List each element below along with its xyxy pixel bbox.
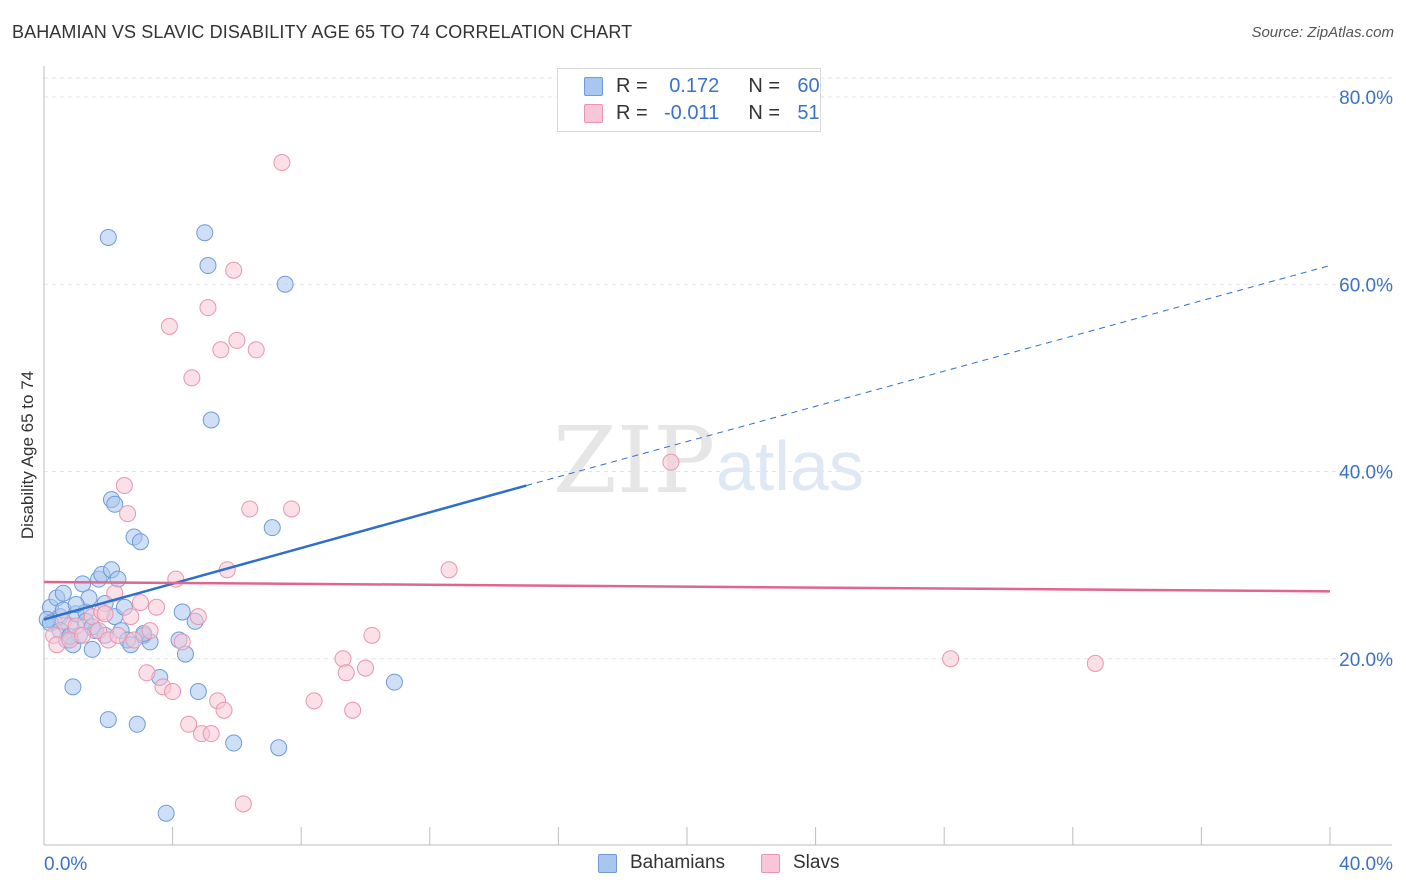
bahamians-point (189, 683, 207, 701)
legend-stats-slavs: R = -0.011 N = 51 (616, 102, 820, 125)
watermark-atlas: atlas (716, 427, 864, 505)
bottom-legend-label: Bahamians (630, 852, 726, 873)
x-tick-label-max: 40.0% (1339, 854, 1393, 875)
slavs-point (106, 584, 124, 602)
n-label: N = (748, 75, 781, 97)
slavs-point (225, 261, 243, 279)
bahamians-point (99, 711, 117, 729)
bahamians-point (83, 640, 101, 658)
slavs-point (440, 561, 458, 579)
slavs-point (148, 598, 166, 616)
slavs-point (662, 453, 680, 471)
watermark-zip: ZIP (553, 407, 715, 514)
bahamians-point (99, 228, 117, 246)
bahamians-point (173, 603, 191, 621)
slavs-point (115, 477, 133, 495)
watermark: ZIP atlas (553, 407, 864, 514)
bahamians-trend-line (43, 484, 527, 621)
r-label: R = (616, 75, 648, 97)
slavs-point (180, 715, 198, 733)
slavs-point (247, 341, 265, 359)
r-value: -0.011 (664, 102, 720, 124)
slavs-point (215, 701, 233, 719)
slavs-point (160, 317, 178, 335)
axes (43, 66, 1392, 846)
legend-swatch-slavs (584, 104, 603, 123)
bahamians-point (202, 411, 220, 429)
slavs-point (344, 701, 362, 719)
r-label: R = (616, 102, 648, 124)
source-credit: Source: ZipAtlas.com (1251, 24, 1394, 41)
slavs-point (212, 341, 230, 359)
data-points (38, 154, 1104, 822)
slavs-point (1086, 654, 1104, 672)
slavs-point (273, 154, 291, 172)
slavs-point (96, 605, 114, 623)
bahamians-point (64, 678, 82, 696)
x-tick-label-min: 0.0% (44, 854, 87, 875)
y-tick-label: 40.0% (1339, 463, 1393, 484)
slavs-point (119, 505, 137, 523)
slavs-point (125, 631, 143, 649)
y-tick-label: 80.0% (1339, 88, 1393, 109)
bahamians-point (276, 275, 294, 293)
bahamians-point (385, 673, 403, 691)
y-tick-label: 60.0% (1339, 275, 1393, 296)
slavs-point (234, 795, 252, 813)
stats-legend: R = 0.172 N = 60 R = -0.011 N = 51 (557, 68, 821, 132)
n-value: 51 (797, 102, 820, 124)
grid-lines (44, 77, 1392, 660)
bahamians-point (54, 584, 72, 602)
slavs-point (202, 725, 220, 743)
n-value: 60 (797, 75, 820, 97)
trend-lines (43, 265, 1331, 621)
bahamians-point (225, 734, 243, 752)
bahamians-point (106, 495, 124, 513)
bahamians-point (199, 257, 217, 275)
bahamians-point (270, 739, 288, 757)
slavs-point (189, 608, 207, 626)
bahamians-point (196, 224, 214, 242)
bahamians-point (131, 533, 149, 551)
chart-title: BAHAMIAN VS SLAVIC DISABILITY AGE 65 TO … (12, 22, 633, 42)
slavs-point (122, 608, 140, 626)
legend-swatch-bahamians (584, 77, 603, 96)
slavs-point (942, 650, 960, 668)
bahamians-point (109, 570, 127, 588)
n-label: N = (748, 102, 781, 124)
slavs-point (334, 650, 352, 668)
bahamians-trend-extension (526, 265, 1331, 487)
slavs-point (173, 633, 191, 651)
slavs-point (363, 626, 381, 644)
slavs-point (131, 594, 149, 612)
slavs-point (164, 683, 182, 701)
bahamians-point (74, 575, 92, 593)
slavs-point (357, 659, 374, 677)
y-tick-label: 20.0% (1339, 650, 1393, 671)
slavs-point (241, 500, 259, 518)
tick-labels: 20.0% 40.0% 60.0% 80.0% 0.0% 40.0% (44, 88, 1393, 875)
slavs-point (228, 331, 246, 349)
r-value: 0.172 (669, 75, 720, 97)
slavs-point (199, 299, 217, 317)
bottom-legend-label: Slavs (793, 852, 840, 873)
bahamians-point (157, 804, 175, 822)
bottom-swatch-slavs (761, 854, 780, 873)
slavs-point (138, 664, 156, 682)
bottom-swatch-bahamians (598, 854, 617, 873)
legend-stats-bahamians: R = 0.172 N = 60 (616, 75, 820, 98)
slavs-point (109, 626, 127, 644)
bahamians-point (263, 519, 281, 537)
slavs-point (74, 626, 92, 644)
slavs-point (183, 369, 201, 387)
slavs-trend-line (43, 580, 1331, 593)
slavs-point (141, 622, 159, 640)
slavs-point (305, 692, 323, 710)
bahamians-point (128, 715, 146, 733)
slavs-point (283, 500, 301, 518)
slavs-point (337, 664, 355, 682)
